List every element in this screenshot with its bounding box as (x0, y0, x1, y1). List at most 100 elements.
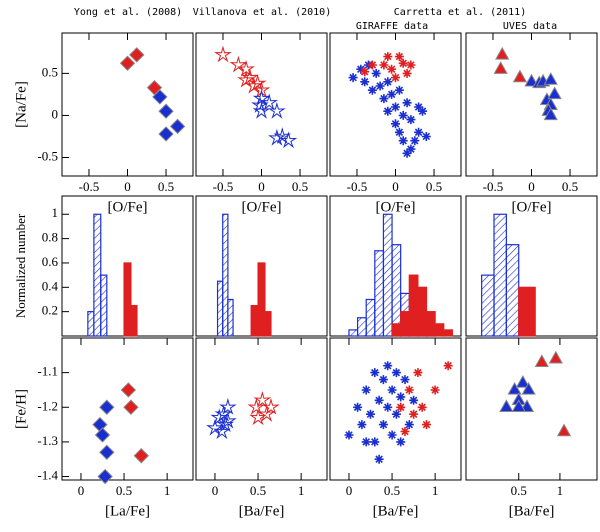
hist-bar (481, 274, 495, 337)
point (396, 402, 406, 412)
point (398, 136, 408, 146)
x-axis-label: [Ba/Fe] (373, 503, 419, 519)
point (356, 64, 366, 74)
x-tick-label: 0.5 (384, 483, 400, 498)
point (391, 73, 400, 83)
hist-bar (216, 280, 224, 337)
point (169, 118, 186, 135)
point (260, 93, 279, 111)
point (409, 395, 419, 405)
point (413, 368, 423, 378)
point (493, 61, 508, 74)
x-tick-label: 0 (346, 483, 353, 498)
y-tick-label: -1.2 (37, 398, 58, 413)
panel-frame (61, 337, 194, 481)
y-tick-label: -1.3 (37, 433, 58, 448)
point (396, 437, 406, 447)
point (402, 98, 412, 108)
point (214, 45, 232, 63)
x-tick-label: 0 (528, 179, 535, 194)
hist-bar (87, 311, 95, 337)
point (521, 381, 536, 395)
hist-bar (434, 323, 445, 337)
point (129, 47, 145, 63)
point (374, 454, 384, 464)
x-tick-label: 1 (164, 483, 171, 498)
point (123, 399, 139, 415)
point (547, 86, 562, 100)
point (421, 132, 431, 141)
point (379, 60, 389, 70)
point (92, 416, 108, 433)
point (422, 420, 431, 430)
point (443, 361, 453, 371)
y-tick-label: 0.2 (42, 303, 58, 318)
point (247, 397, 266, 415)
panel-frame (465, 337, 598, 481)
x-tick-label: -0.5 (79, 179, 100, 194)
x-axis-label: [O/Fe] (512, 199, 552, 215)
header: GIRAFFE data (356, 21, 428, 32)
point (158, 103, 174, 119)
point (400, 375, 410, 385)
point (370, 437, 380, 447)
hist-bar (365, 298, 376, 337)
point (394, 127, 404, 137)
hist-bar (417, 286, 428, 337)
y-tick-label: 0.6 (42, 254, 59, 269)
point (387, 385, 397, 395)
point (391, 102, 400, 112)
point (152, 89, 168, 105)
point (375, 81, 385, 91)
point (391, 119, 400, 129)
x-tick-label: 0.5 (158, 179, 174, 194)
hist-bar (391, 323, 402, 337)
x-axis-label: [O/Fe] (376, 199, 416, 215)
point (414, 102, 424, 112)
hist-bar (518, 286, 536, 337)
point (353, 402, 363, 412)
point (268, 101, 286, 119)
point (348, 73, 358, 83)
point (512, 69, 528, 83)
y-axis-label: Normalized number (13, 213, 28, 318)
hist-bar (250, 304, 259, 337)
panel-frame (61, 32, 194, 177)
y-tick-label: -1.4 (37, 468, 58, 483)
hist-bar (123, 262, 132, 337)
point (417, 402, 427, 412)
point (367, 60, 377, 70)
point (268, 128, 286, 146)
panel-frame (329, 337, 462, 481)
point (378, 375, 388, 385)
point (94, 427, 111, 443)
point (357, 420, 367, 430)
point (253, 390, 272, 408)
point (99, 444, 115, 461)
point (394, 85, 404, 95)
point (252, 101, 271, 119)
point (252, 89, 271, 107)
header: Carretta et al. (2011) (394, 7, 526, 18)
x-tick-label: 0.5 (292, 179, 308, 194)
point (548, 350, 563, 364)
point (344, 430, 354, 440)
y-axis-label: [Fe/H] (13, 389, 29, 429)
point (387, 89, 397, 99)
hist-bar (100, 274, 108, 337)
panel-frame (465, 32, 598, 177)
hist-bar (348, 329, 359, 337)
x-axis-label: [La/Fe] (105, 503, 150, 519)
point (120, 382, 137, 398)
point (394, 52, 404, 62)
point (387, 64, 397, 74)
point (206, 418, 224, 436)
x-tick-label: 0.5 (116, 483, 132, 498)
point (219, 411, 237, 429)
hist-bar (356, 317, 367, 337)
point (279, 131, 298, 149)
y-tick-label: -0.5 (37, 148, 58, 163)
point (133, 448, 149, 464)
point (404, 385, 414, 395)
